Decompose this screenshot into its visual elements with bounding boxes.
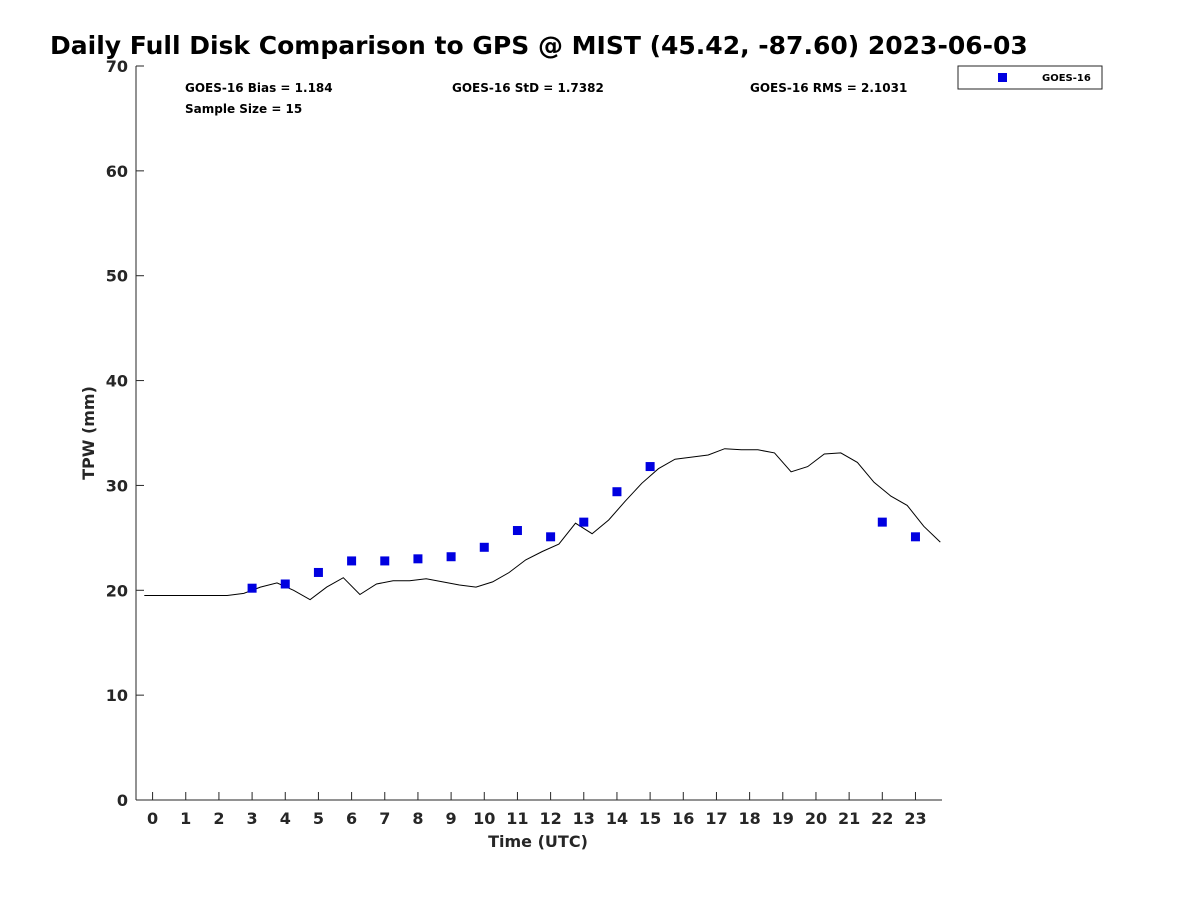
- x-tick-label: 16: [672, 809, 694, 828]
- gps-line: [144, 448, 941, 601]
- std-stat: GOES-16 StD = 1.7382: [452, 81, 604, 95]
- x-tick-label: 14: [606, 809, 628, 828]
- x-tick-label: 12: [539, 809, 561, 828]
- goes16-point: [446, 552, 456, 562]
- x-tick-label: 6: [346, 809, 357, 828]
- y-tick-label: 50: [106, 267, 128, 286]
- x-tick-label: 22: [871, 809, 893, 828]
- gps-series: [144, 448, 941, 601]
- y-tick-label: 20: [106, 581, 128, 600]
- y-tick-label: 40: [106, 372, 128, 391]
- goes16-point: [280, 579, 290, 589]
- x-tick-label: 10: [473, 809, 495, 828]
- x-tick-label: 20: [805, 809, 827, 828]
- rms-stat: GOES-16 RMS = 2.1031: [750, 81, 907, 95]
- x-tick-label: 17: [705, 809, 727, 828]
- x-tick-label: 19: [772, 809, 794, 828]
- y-tick-label: 30: [106, 476, 128, 495]
- x-tick-label: 11: [506, 809, 528, 828]
- legend-marker-goes16: [998, 73, 1007, 82]
- plot-axes: [135, 66, 942, 801]
- x-axis-label: Time (UTC): [488, 832, 588, 851]
- x-tick-label: 5: [313, 809, 324, 828]
- goes16-point: [347, 556, 357, 566]
- legend-box: [957, 65, 1103, 90]
- goes16-point: [512, 526, 522, 536]
- goes16-point: [479, 542, 489, 552]
- x-tick-label: 18: [738, 809, 760, 828]
- sample-size-stat: Sample Size = 15: [185, 102, 302, 116]
- y-axis-label: TPW (mm): [79, 386, 98, 480]
- legend-label-goes16: GOES-16: [1042, 73, 1091, 84]
- goes16-point: [546, 532, 556, 542]
- x-tick-label: 7: [379, 809, 390, 828]
- goes16-point: [380, 556, 390, 566]
- goes16-point: [910, 532, 920, 542]
- goes16-point: [612, 487, 622, 497]
- goes16-point: [247, 583, 257, 593]
- x-tick-label: 4: [280, 809, 291, 828]
- y-tick-label: 60: [106, 162, 128, 181]
- x-tick-label: 3: [247, 809, 258, 828]
- bias-stat: GOES-16 Bias = 1.184: [185, 81, 333, 95]
- y-tick-label: 0: [117, 791, 128, 810]
- goes16-point: [645, 462, 655, 472]
- x-axis-ticks: 0 1 2 3 4 5 6 7 8 9 10 11 12 13 14 15 16 17 18 19 20 21 22 23: [147, 792, 927, 828]
- goes16-series: [247, 462, 920, 593]
- x-tick-label: 2: [213, 809, 224, 828]
- goes16-point: [579, 517, 589, 527]
- y-axis-ticks: 0 10 20 30 40 50 60 70: [106, 57, 144, 810]
- goes16-point: [413, 554, 423, 564]
- x-tick-label: 15: [639, 809, 661, 828]
- x-tick-label: 23: [904, 809, 926, 828]
- legend: GOES-16: [957, 65, 1103, 90]
- x-tick-label: 1: [180, 809, 191, 828]
- x-tick-label: 21: [838, 809, 860, 828]
- x-tick-label: 8: [412, 809, 423, 828]
- y-tick-label: 10: [106, 686, 128, 705]
- x-tick-label: 13: [573, 809, 595, 828]
- x-tick-label: 0: [147, 809, 158, 828]
- chart-title: Daily Full Disk Comparison to GPS @ MIST…: [50, 31, 1028, 60]
- x-tick-label: 9: [446, 809, 457, 828]
- y-tick-label: 70: [106, 57, 128, 76]
- goes16-point: [313, 567, 323, 577]
- goes16-point: [877, 517, 887, 527]
